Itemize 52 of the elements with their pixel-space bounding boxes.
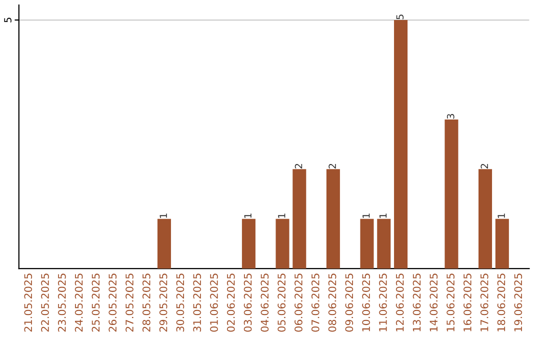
x-tick-label: 01.06.2025 (210, 274, 218, 332)
x-tick-label: 29.05.2025 (159, 274, 168, 332)
x-tick-label: 11.06.2025 (379, 274, 387, 332)
data-label: 1 (278, 214, 286, 218)
x-tick-label: 12.06.2025 (396, 274, 404, 332)
x-tick-label: 13.06.2025 (412, 274, 421, 332)
x-tick-label: 03.06.2025 (244, 274, 252, 332)
x-tick-label: 19.06.2025 (514, 274, 522, 332)
x-tick-label: 27.05.2025 (126, 274, 134, 332)
x-tick-label: 26.05.2025 (108, 274, 117, 332)
data-label: 2 (480, 164, 488, 168)
bar (478, 169, 492, 269)
data-label: 1 (498, 214, 505, 218)
bar (292, 169, 306, 269)
x-tick-label: 18.06.2025 (497, 274, 506, 332)
data-label: 1 (379, 214, 387, 218)
x-tick-label: 21.05.2025 (24, 274, 32, 332)
x-tick-label: 07.06.2025 (311, 274, 320, 332)
bar (157, 218, 171, 269)
bar (495, 218, 509, 269)
data-label: 2 (294, 164, 302, 168)
x-tick-label: 22.05.2025 (41, 274, 49, 332)
data-label: 1 (244, 214, 252, 218)
bar (276, 218, 290, 269)
data-label: 1 (160, 214, 167, 218)
x-tick-label: 28.05.2025 (142, 274, 150, 332)
x-tick-label: 10.06.2025 (362, 274, 370, 332)
x-tick-label: 31.05.2025 (193, 274, 202, 332)
x-tick-label: 16.06.2025 (464, 274, 472, 332)
x-tick-label: 14.06.2025 (430, 274, 438, 332)
x-tick-label: 02.06.2025 (226, 274, 235, 332)
data-label: 2 (328, 164, 336, 168)
bar (377, 218, 391, 269)
data-label: 1 (362, 214, 370, 218)
x-tick-label: 15.06.2025 (446, 274, 454, 332)
bar (394, 20, 408, 269)
x-tick-label: 24.05.2025 (74, 274, 83, 332)
bar (242, 218, 256, 269)
x-tick-label: 04.06.2025 (260, 274, 269, 332)
bar (444, 119, 458, 269)
bar (326, 169, 340, 269)
bar (360, 218, 374, 269)
x-tick-label: 23.05.2025 (58, 274, 66, 332)
data-label: 3 (446, 114, 454, 119)
x-tick-label: 06.06.2025 (294, 274, 302, 332)
x-tick-label: 05.06.2025 (278, 274, 286, 332)
data-label: 5 (396, 14, 404, 20)
x-tick-label: 25.05.2025 (92, 274, 100, 332)
x-tick-label: 08.06.2025 (328, 274, 336, 332)
x-tick-label: 30.05.2025 (176, 274, 184, 332)
x-tick-label: 17.06.2025 (480, 274, 488, 332)
x-tick-label: 09.06.2025 (345, 274, 354, 332)
